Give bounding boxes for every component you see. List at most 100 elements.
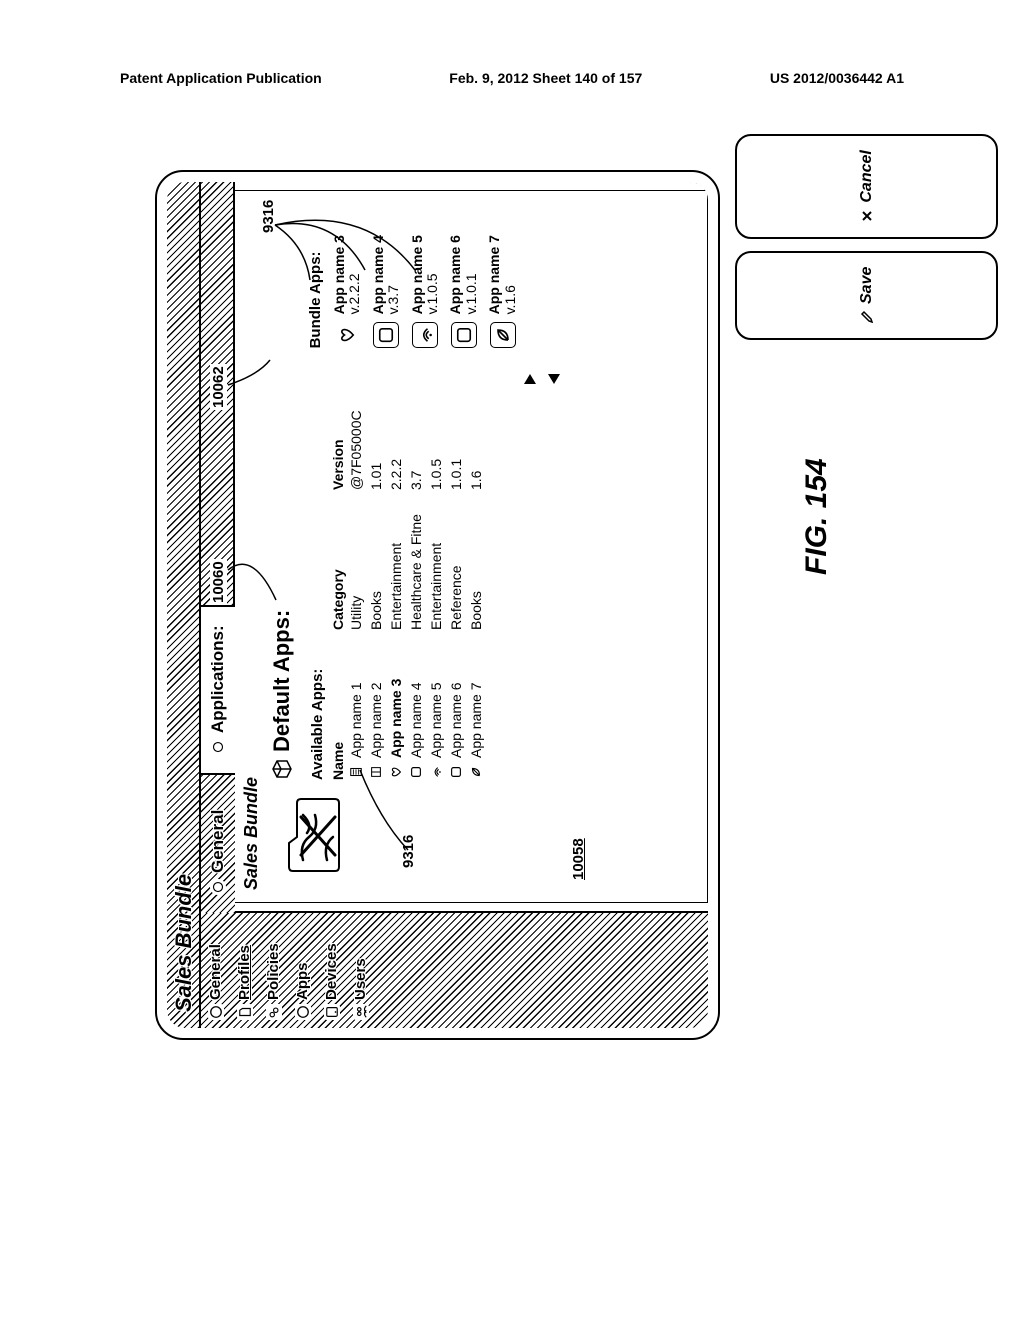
app-name: App name 3	[388, 679, 404, 758]
sidebar-item-label: Devices	[323, 943, 340, 1000]
move-left-button[interactable]	[548, 374, 560, 384]
sidebar-item-users[interactable]: Users	[346, 913, 375, 1028]
sidebar-item-policies[interactable]: Policies	[259, 913, 288, 1028]
sidebar-item-label: Profiles	[236, 945, 253, 1000]
cancel-label: Cancel	[858, 150, 876, 202]
sidebar-item-devices[interactable]: Devices	[317, 913, 346, 1028]
save-button[interactable]: Save	[735, 251, 998, 340]
app-name: App name 6	[448, 683, 464, 759]
col-version: Version	[330, 410, 346, 490]
wifi-icon	[428, 764, 444, 780]
available-app-row[interactable]: App name 5 Entertainment1.0.5	[426, 410, 446, 780]
leader-10060	[228, 510, 258, 570]
available-apps-column: Default Apps: Available Apps: Name Categ…	[269, 410, 695, 780]
available-app-row[interactable]: App name 1 Utility@7F05000C	[346, 410, 366, 780]
app-name: App name 4	[408, 683, 424, 759]
cancel-button[interactable]: Cancel	[735, 134, 998, 238]
available-app-row[interactable]: App name 7Books1.6	[466, 410, 486, 780]
heart-icon	[334, 322, 360, 348]
page-header: Patent Application Publication Feb. 9, 2…	[0, 70, 1024, 86]
leader-10062	[228, 325, 268, 385]
available-app-row[interactable]: App name 3 Entertainment2.2.2	[386, 410, 406, 780]
tab-general[interactable]: General	[201, 773, 235, 913]
section-title-text: Default Apps:	[269, 610, 295, 752]
thumbnail-column	[269, 780, 695, 890]
app-category: Entertainment	[388, 490, 404, 630]
bundle-app-name: App name 6	[448, 235, 463, 314]
header-center: Feb. 9, 2012 Sheet 140 of 157	[449, 70, 642, 86]
circle-icon	[210, 739, 226, 755]
tab-applications[interactable]: Applications:	[201, 605, 235, 773]
content-area: Default Apps: Available Apps: Name Categ…	[269, 203, 695, 890]
device-icon	[324, 1004, 340, 1020]
bundle-app-name: App name 7	[487, 235, 502, 314]
device-frame: Sales Bundle General Profiles Policies Apps…	[155, 170, 720, 1040]
bundle-app-item[interactable]: App name 7v.1.6	[483, 203, 522, 348]
main-panel: Sales Bundle	[235, 182, 708, 913]
bundle-app-version: v.1.6	[503, 235, 518, 314]
app-name: App name 1	[348, 683, 364, 759]
app-category: Books	[468, 490, 484, 630]
sidebar-item-general[interactable]: General	[201, 913, 230, 1028]
app-version: 1.6	[468, 410, 484, 490]
save-label: Save	[858, 267, 876, 304]
button-bar: Save Cancel	[735, 245, 998, 340]
box-icon	[448, 764, 464, 780]
ref-10062: 10062	[210, 364, 227, 410]
leaf-icon	[468, 764, 484, 780]
header-left: Patent Application Publication	[120, 70, 322, 86]
leaf-icon	[490, 322, 516, 348]
screen-hatching: Sales Bundle General Profiles Policies Apps…	[167, 182, 708, 1028]
bundle-app-name: App name 5	[410, 235, 425, 314]
app-name: App name 2	[368, 683, 384, 759]
available-heading: Available Apps:	[309, 410, 326, 780]
cancel-icon	[860, 209, 874, 223]
box-icon	[373, 322, 399, 348]
doc-icon	[237, 1004, 253, 1020]
app-version: 1.0.5	[428, 410, 444, 490]
ref-10060: 10060	[210, 559, 227, 605]
move-right-button[interactable]	[524, 374, 536, 384]
app-version: 2.2.2	[388, 410, 404, 490]
sidebar-item-label: Users	[352, 958, 369, 1000]
app-version: 3.7	[408, 410, 424, 490]
sidebar-item-apps[interactable]: Apps	[288, 913, 317, 1028]
circle-icon	[208, 1004, 224, 1020]
bundle-app-version: v.1.0.1	[464, 235, 479, 314]
keys-icon	[266, 1004, 282, 1020]
bundle-app-item[interactable]: App name 5v.1.0.5	[406, 203, 445, 348]
sidebar-item-profiles[interactable]: Profiles	[230, 913, 259, 1028]
app-category: Reference	[448, 490, 464, 630]
pencil-icon	[860, 310, 874, 324]
bundle-app-item[interactable]: App name 6v.1.0.1	[444, 203, 483, 348]
circle-icon	[210, 879, 226, 895]
app-version: @7F05000C	[348, 410, 364, 490]
available-app-row[interactable]: App name 2Books1.01	[366, 410, 386, 780]
sidebar-item-label: Apps	[294, 963, 311, 1001]
sidebar-item-label: General	[207, 944, 224, 1000]
main-inner: Sales Bundle	[235, 190, 708, 903]
bundle-app-version: v.1.0.5	[425, 235, 440, 314]
tab-label: General	[208, 810, 228, 873]
app-version: 1.0.1	[448, 410, 464, 490]
lists-column: Default Apps: Available Apps: Name Categ…	[269, 203, 695, 780]
app-category: Entertainment	[428, 490, 444, 630]
figure-caption: FIG. 154	[800, 458, 834, 575]
arrows-column	[269, 366, 695, 392]
available-app-row[interactable]: App name 4Healthcare & Fitne3.7	[406, 410, 426, 780]
folder-crossed-icon	[279, 795, 343, 875]
titlebar: Sales Bundle	[167, 182, 201, 1028]
col-name: Name	[330, 630, 346, 780]
figure-wrapper: Sales Bundle GeneralProfilesPoliciesApps…	[80, 245, 950, 965]
window-title: Sales Bundle	[171, 870, 197, 1016]
circle-icon	[295, 1004, 311, 1020]
tab-label: Applications:	[208, 625, 228, 733]
col-category: Category	[330, 490, 346, 630]
users-icon	[353, 1004, 369, 1020]
header-right: US 2012/0036442 A1	[770, 70, 904, 86]
leader-9316-left	[360, 770, 420, 850]
app-category: Books	[368, 490, 384, 630]
app-name: App name 5	[428, 683, 444, 759]
available-app-row[interactable]: App name 6 Reference1.0.1	[446, 410, 466, 780]
app-category: Utility	[348, 490, 364, 630]
